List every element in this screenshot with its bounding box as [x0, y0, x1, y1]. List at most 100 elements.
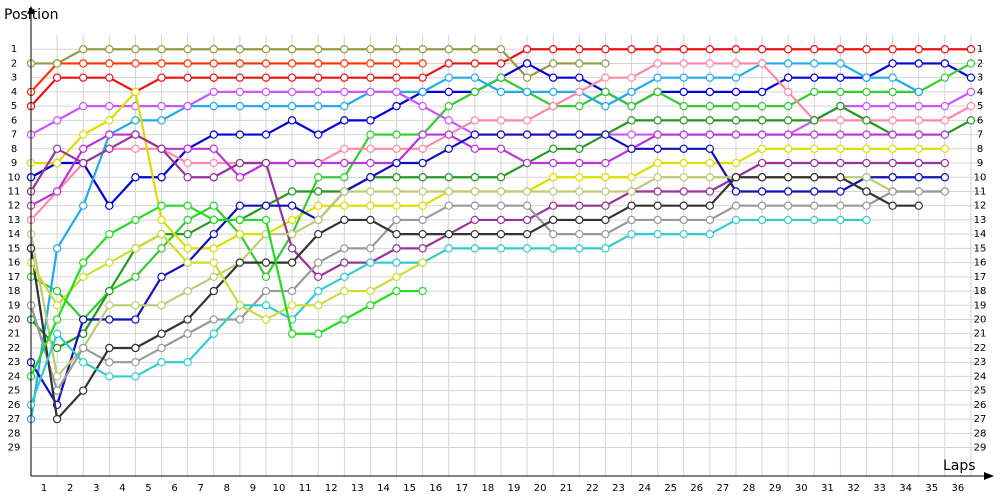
- series-marker: [157, 343, 166, 353]
- series-marker: [444, 201, 453, 210]
- series-marker: [183, 258, 192, 267]
- series-marker: [810, 59, 819, 68]
- series-marker: [914, 173, 923, 182]
- y-tick-label: 17: [8, 272, 21, 283]
- series-marker: [131, 59, 140, 68]
- series-marker: [836, 73, 845, 82]
- series-marker: [783, 73, 793, 82]
- series-marker: [235, 45, 245, 54]
- x-tick-label: 17: [455, 483, 468, 494]
- y-tick-label: 4: [11, 87, 17, 98]
- series-marker: [548, 173, 558, 182]
- series-marker: [366, 130, 375, 139]
- series-marker: [940, 158, 950, 168]
- series-marker: [79, 272, 88, 282]
- series-marker: [783, 201, 793, 210]
- series-marker: [157, 229, 166, 239]
- x-tick-label: 3: [93, 483, 99, 494]
- series-marker: [52, 59, 62, 68]
- series-marker: [496, 229, 506, 239]
- series-marker: [287, 158, 297, 168]
- series-marker: [496, 45, 506, 54]
- series-marker: [131, 372, 140, 381]
- series-marker: [418, 286, 427, 296]
- y-tick-label: 20: [8, 315, 21, 326]
- series-marker: [340, 158, 349, 168]
- series-marker: [340, 201, 349, 210]
- series-marker: [836, 130, 845, 139]
- series-marker: [679, 187, 688, 196]
- series-marker: [888, 130, 897, 139]
- series-marker: [105, 229, 114, 239]
- x-tick-label: 31: [821, 483, 834, 494]
- series-marker: [235, 130, 245, 139]
- series-marker: [183, 315, 192, 324]
- series-marker: [287, 215, 297, 225]
- series-marker: [157, 301, 166, 310]
- series-marker: [601, 244, 610, 253]
- series-marker: [862, 201, 871, 210]
- series-marker: [522, 116, 532, 125]
- series-marker: [366, 158, 375, 168]
- series-marker: [392, 286, 401, 296]
- y-tick-label-right: 11: [974, 186, 987, 197]
- series-marker: [966, 45, 976, 54]
- series-marker: [914, 201, 923, 210]
- y-tick-label: 10: [8, 172, 21, 183]
- series-marker: [548, 229, 558, 239]
- series-marker: [575, 244, 584, 253]
- series-marker: [940, 45, 950, 54]
- series-marker: [105, 301, 114, 310]
- series-marker: [444, 144, 453, 154]
- series-marker: [314, 272, 323, 282]
- series-marker: [392, 130, 401, 139]
- series-marker: [105, 101, 114, 111]
- series-marker: [52, 144, 62, 154]
- series-marker: [235, 315, 245, 324]
- series-marker: [418, 229, 427, 239]
- series-marker: [418, 158, 427, 168]
- y-tick-label-right: 16: [974, 258, 987, 269]
- series-marker: [836, 215, 845, 225]
- series-marker: [836, 45, 845, 54]
- series-line: [30, 133, 945, 207]
- series-marker: [914, 144, 923, 154]
- series-marker: [470, 87, 480, 97]
- x-tick-label: 28: [743, 483, 756, 494]
- x-axis-title: Laps: [943, 458, 976, 474]
- series-marker: [340, 272, 349, 282]
- series-marker: [627, 130, 636, 139]
- series-marker: [209, 87, 218, 97]
- x-axis-arrow: [984, 472, 994, 480]
- series-marker: [601, 73, 610, 82]
- x-tick-label: 36: [952, 483, 965, 494]
- series-marker: [731, 73, 741, 82]
- series-marker: [157, 59, 166, 68]
- x-tick-label: 1: [41, 483, 47, 494]
- series-marker: [757, 87, 767, 97]
- x-tick-label: 9: [250, 483, 256, 494]
- series-layer: [26, 45, 976, 424]
- x-tick-label: 35: [925, 483, 938, 494]
- series-marker: [810, 45, 819, 54]
- series-marker: [418, 244, 427, 253]
- y-tick-label-right: 27: [974, 414, 987, 425]
- series-marker: [261, 272, 271, 282]
- series-marker: [261, 59, 271, 68]
- series-marker: [157, 357, 166, 367]
- series-marker: [522, 187, 532, 196]
- series-marker: [392, 144, 401, 154]
- series-marker: [314, 45, 323, 54]
- series-marker: [418, 201, 427, 210]
- series-marker: [731, 59, 741, 68]
- series-marker: [52, 73, 62, 82]
- series-marker: [522, 201, 532, 210]
- y-tick-label: 8: [11, 144, 17, 155]
- series-marker: [522, 73, 532, 82]
- series-marker: [418, 87, 427, 97]
- series-marker: [52, 244, 62, 253]
- series-marker: [444, 59, 453, 68]
- series-marker: [52, 116, 62, 125]
- series-marker: [705, 101, 715, 111]
- series-marker: [470, 144, 480, 154]
